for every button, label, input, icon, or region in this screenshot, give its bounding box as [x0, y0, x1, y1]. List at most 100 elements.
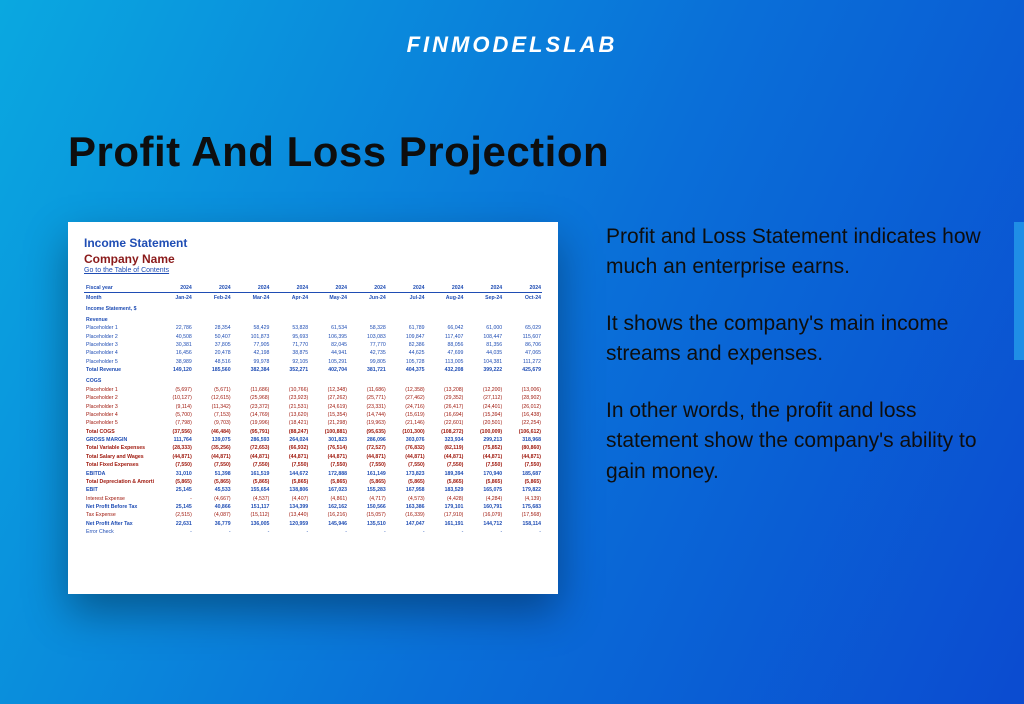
- section-income: Income Statement, $: [84, 302, 542, 313]
- cell: 161,519: [232, 469, 271, 477]
- cell: (108,272): [426, 427, 465, 435]
- cell: (4,407): [270, 494, 309, 502]
- cell: (16,216): [309, 511, 348, 519]
- cell: (76,832): [387, 444, 426, 452]
- cell: (100,881): [309, 427, 348, 435]
- cell: 77,770: [348, 341, 387, 349]
- cell: 318,968: [503, 436, 542, 444]
- cell: 111,764: [154, 436, 193, 444]
- cell: (72,653): [232, 444, 271, 452]
- cell: (7,550): [193, 461, 232, 469]
- company-name: Company Name: [84, 252, 542, 266]
- table-row: Placeholder 122,78628,35458,42953,82861,…: [84, 324, 542, 332]
- cell: (25,968): [232, 394, 271, 402]
- cell: 40,508: [154, 333, 193, 341]
- cell: (21,298): [309, 419, 348, 427]
- cell: 173,823: [387, 469, 426, 477]
- paragraph-2: It shows the company's main income strea…: [606, 309, 988, 370]
- cell: (7,550): [154, 461, 193, 469]
- cell: 30,381: [154, 341, 193, 349]
- cell: (24,619): [309, 402, 348, 410]
- cell: 299,213: [464, 436, 503, 444]
- row-label: Total Revenue: [84, 366, 154, 374]
- row-label: Net Profit After Tax: [84, 520, 154, 528]
- cell: (46,484): [193, 427, 232, 435]
- cell: 105,728: [387, 358, 426, 366]
- cell: 99,805: [348, 358, 387, 366]
- cell: (82,119): [426, 444, 465, 452]
- cell: 38,989: [154, 358, 193, 366]
- row-label: Placeholder 2: [84, 394, 154, 402]
- row-label: GROSS MARGIN: [84, 436, 154, 444]
- accent-bar: [1014, 222, 1024, 360]
- table-row: Placeholder 3(9,114)(11,342)(23,372)(21,…: [84, 402, 542, 410]
- cell: -: [154, 528, 193, 536]
- cell: (17,568): [503, 511, 542, 519]
- cell: -: [387, 528, 426, 536]
- cell: (7,550): [387, 461, 426, 469]
- cell: 155,283: [348, 486, 387, 494]
- cell: 86,706: [503, 341, 542, 349]
- cell: 175,683: [503, 503, 542, 511]
- cell: (21,146): [387, 419, 426, 427]
- cell: 44,035: [464, 349, 503, 357]
- cell: (23,372): [232, 402, 271, 410]
- cell: (11,342): [193, 402, 232, 410]
- cell: (9,703): [193, 419, 232, 427]
- cell: (2,515): [154, 511, 193, 519]
- cell: 66,042: [426, 324, 465, 332]
- cell: 58,328: [348, 324, 387, 332]
- cell: 92,105: [270, 358, 309, 366]
- cell: (5,865): [154, 478, 193, 486]
- cell: 81,356: [464, 341, 503, 349]
- row-label: Placeholder 4: [84, 411, 154, 419]
- month-label: Month: [84, 293, 154, 302]
- cell: 99,978: [232, 358, 271, 366]
- cell: 42,735: [348, 349, 387, 357]
- cell: (27,462): [387, 394, 426, 402]
- table-row: Placeholder 416,45620,47842,19838,87544,…: [84, 349, 542, 357]
- cell: (5,865): [232, 478, 271, 486]
- cell: (66,932): [270, 444, 309, 452]
- cell: 36,779: [193, 520, 232, 528]
- cell: (4,861): [309, 494, 348, 502]
- cell: 381,721: [348, 366, 387, 374]
- cell: 88,056: [426, 341, 465, 349]
- cell: 38,875: [270, 349, 309, 357]
- row-label: Interest Expense: [84, 494, 154, 502]
- cell: (7,798): [154, 419, 193, 427]
- cell: 120,959: [270, 520, 309, 528]
- cell: 399,222: [464, 366, 503, 374]
- cell: (5,865): [503, 478, 542, 486]
- cell: 150,566: [348, 503, 387, 511]
- row-label: Placeholder 5: [84, 358, 154, 366]
- cell: 40,866: [193, 503, 232, 511]
- cell: 264,024: [270, 436, 309, 444]
- row-label: Placeholder 1: [84, 324, 154, 332]
- page-heading: Profit And Loss Projection: [68, 128, 609, 176]
- cell: 404,375: [387, 366, 426, 374]
- cell: (12,615): [193, 394, 232, 402]
- cell: (76,514): [309, 444, 348, 452]
- cell: 42,198: [232, 349, 271, 357]
- table-row: Placeholder 2(10,127)(12,615)(25,968)(23…: [84, 394, 542, 402]
- cell: 105,291: [309, 358, 348, 366]
- cell: 183,529: [426, 486, 465, 494]
- table-row: Placeholder 4(5,700)(7,153)(14,769)(13,6…: [84, 411, 542, 419]
- cell: (14,769): [232, 411, 271, 419]
- cell: (7,550): [503, 461, 542, 469]
- cell: 50,407: [193, 333, 232, 341]
- cell: (20,501): [464, 419, 503, 427]
- cell: 147,047: [387, 520, 426, 528]
- cell: 115,607: [503, 333, 542, 341]
- toc-link[interactable]: Go to the Table of Contents: [84, 267, 542, 274]
- cell: (5,865): [348, 478, 387, 486]
- row-label: EBIT: [84, 486, 154, 494]
- cell: (4,428): [426, 494, 465, 502]
- row-label: Total COGS: [84, 427, 154, 435]
- cell: 167,023: [309, 486, 348, 494]
- cell: 82,045: [309, 341, 348, 349]
- cell: (5,865): [193, 478, 232, 486]
- cell: (5,865): [426, 478, 465, 486]
- cell: 286,593: [232, 436, 271, 444]
